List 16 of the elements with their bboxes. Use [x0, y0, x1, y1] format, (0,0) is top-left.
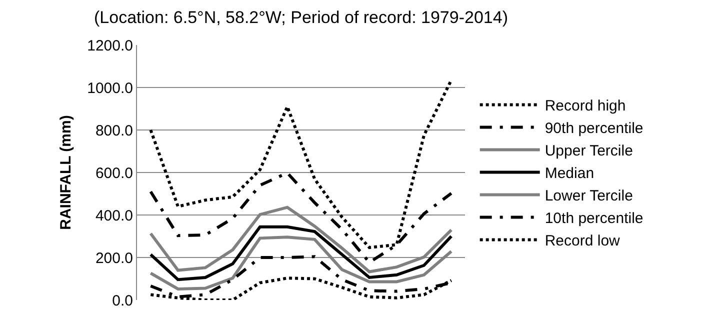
y-tick-label: 600.0 [95, 164, 133, 182]
y-tick-label: 1200.0 [87, 37, 133, 54]
y-axis-title: RAINFALL (mm) [57, 115, 74, 230]
legend-label: 90th percentile [544, 120, 644, 138]
legend-label: Median [544, 165, 594, 182]
y-tick-label: 200.0 [95, 250, 133, 267]
legend-label: 10th percentile [544, 210, 644, 228]
y-tick-label: 800.0 [95, 122, 133, 140]
y-tick-label: 0.0 [112, 292, 133, 310]
legend-label: Upper Tercile [544, 142, 633, 160]
chart-title: (Location: 6.5°N, 58.2°W; Period of record: 1979-2014) [94, 8, 508, 28]
legend-label: Lower Tercile [544, 188, 633, 205]
y-tick-label: 400.0 [95, 207, 133, 224]
y-tick-label: 1000.0 [87, 80, 133, 97]
legend-label: Record low [544, 232, 620, 250]
legend-label: Record high [544, 98, 626, 115]
